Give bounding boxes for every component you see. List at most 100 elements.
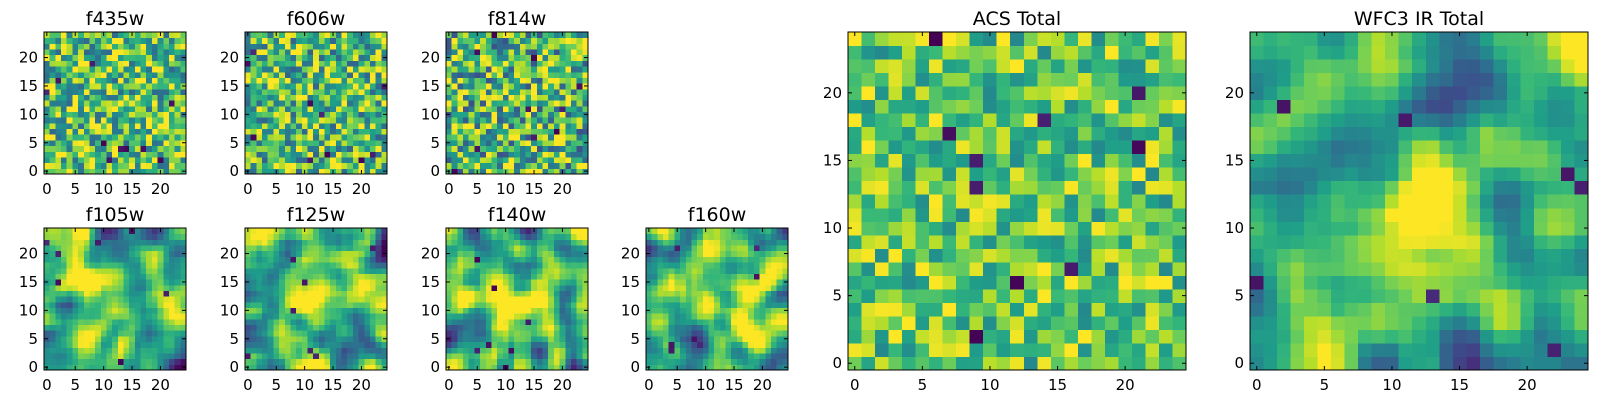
panel-6-cell bbox=[536, 284, 544, 291]
panel-3-cell bbox=[474, 49, 481, 56]
panel-8-cell bbox=[1037, 329, 1052, 344]
panel-1-cell bbox=[83, 128, 90, 135]
panel-8-cell bbox=[983, 356, 998, 371]
panel-1-cell bbox=[134, 122, 142, 130]
panel-6-cell bbox=[553, 313, 561, 320]
panel-5-cell bbox=[375, 262, 382, 269]
panel-4-cell bbox=[49, 233, 56, 240]
panel-6-cell bbox=[553, 256, 561, 263]
panel-4-cell bbox=[151, 335, 159, 343]
panel-3-cell bbox=[463, 88, 470, 95]
panel-1-cell bbox=[89, 83, 96, 90]
panel-1-cell bbox=[174, 88, 181, 95]
panel-7-cell bbox=[674, 239, 681, 246]
panel-7-cell bbox=[731, 256, 738, 263]
panel-4-cell bbox=[140, 233, 147, 240]
panel-7-cell bbox=[725, 279, 732, 286]
panel-5-cell bbox=[307, 313, 314, 320]
panel-5-cell bbox=[318, 364, 326, 371]
panel-3-ytick-label: 15 bbox=[421, 77, 440, 95]
panel-5-cell bbox=[352, 301, 360, 309]
panel-4-cell bbox=[61, 245, 68, 252]
panel-7-cell bbox=[668, 250, 675, 257]
panel-6-cell bbox=[565, 250, 572, 257]
panel-4-cell bbox=[151, 324, 159, 331]
panel-1-cell bbox=[134, 134, 142, 141]
panel-4-cell bbox=[72, 296, 79, 303]
panel-2-cell bbox=[301, 134, 308, 141]
panel-3-cell bbox=[576, 94, 583, 101]
panel-8-cell bbox=[1145, 342, 1160, 357]
panel-2-cell bbox=[347, 71, 354, 78]
panel-3-cell bbox=[570, 32, 578, 39]
panel-4-cell bbox=[66, 296, 73, 303]
panel-4-cell bbox=[129, 313, 136, 320]
panel-3-cell bbox=[463, 145, 470, 152]
panel-2-cell bbox=[358, 49, 365, 56]
panel-2-cell bbox=[318, 156, 326, 164]
panel-6-cell bbox=[502, 279, 509, 286]
panel-3-cell bbox=[497, 111, 504, 118]
panel-6-cell bbox=[582, 301, 589, 309]
panel-2-cell bbox=[318, 77, 326, 84]
panel-4-cell bbox=[123, 279, 130, 286]
panel-2-cell bbox=[347, 43, 354, 50]
panel-7-cell bbox=[748, 267, 755, 274]
panel-2-cell bbox=[256, 88, 263, 95]
panel-3-cell bbox=[491, 100, 498, 107]
panel-4-cell bbox=[129, 262, 136, 269]
panel-6-cell bbox=[446, 256, 453, 263]
panel-6-cell bbox=[514, 296, 521, 303]
panel-5-cell bbox=[307, 245, 314, 252]
panel-1-cell bbox=[129, 122, 136, 130]
panel-3-cell bbox=[519, 60, 527, 67]
panel-4-cell bbox=[129, 273, 136, 280]
panel-1-cell bbox=[72, 134, 79, 141]
panel-1-cell bbox=[49, 145, 56, 152]
panel-1-cell bbox=[157, 49, 164, 56]
panel-1-ytick-label: 20 bbox=[19, 49, 38, 67]
panel-3-cell bbox=[542, 66, 549, 73]
panel-6-cell bbox=[582, 273, 589, 280]
panel-1-cell bbox=[151, 105, 159, 113]
panel-3-cell bbox=[457, 134, 464, 141]
panel-7-cell bbox=[697, 324, 704, 331]
panel-7-cell bbox=[646, 267, 653, 274]
panel-3-cell bbox=[446, 77, 453, 84]
panel-3-cell bbox=[497, 122, 504, 130]
panel-8-cell bbox=[1050, 261, 1065, 276]
panel-4-cell bbox=[129, 279, 136, 286]
panel-6-cell bbox=[491, 335, 498, 343]
panel-1-cell bbox=[140, 168, 147, 175]
panel-2-cell bbox=[307, 77, 314, 84]
panel-7-cell bbox=[691, 324, 698, 331]
panel-7-cell bbox=[646, 313, 653, 320]
panel-2-cell bbox=[296, 122, 303, 130]
panel-4-cell bbox=[117, 239, 125, 246]
panel-1-cell bbox=[112, 122, 119, 130]
panel-2-cell bbox=[301, 77, 308, 84]
panel-3-cell bbox=[531, 105, 538, 113]
panel-8-cell bbox=[861, 315, 876, 330]
panel-3-ytick-label: 0 bbox=[430, 162, 440, 180]
panel-4-cell bbox=[180, 273, 187, 280]
panel-8-cell bbox=[915, 234, 930, 249]
panel-8-cell bbox=[1050, 342, 1065, 357]
panel-7-cell bbox=[697, 364, 704, 371]
panel-1-cell bbox=[78, 71, 85, 78]
panel-5-cell bbox=[296, 358, 303, 365]
panel-5-cell bbox=[358, 318, 365, 326]
panel-5-cell bbox=[262, 358, 269, 365]
panel-6-cell bbox=[485, 233, 492, 240]
panel-1-cell bbox=[180, 94, 187, 101]
panel-6-cell bbox=[559, 256, 566, 263]
panel-4-cell bbox=[44, 347, 51, 354]
panel-2-cell bbox=[381, 77, 388, 84]
panel-2-cell bbox=[284, 88, 291, 95]
panel-3-cell bbox=[536, 117, 544, 124]
panel-6-cell bbox=[514, 307, 521, 314]
panel-4-cell bbox=[89, 250, 96, 257]
panel-1-cell bbox=[168, 156, 176, 164]
panel-5-cell bbox=[256, 347, 263, 354]
panel-3-cell bbox=[582, 71, 589, 78]
